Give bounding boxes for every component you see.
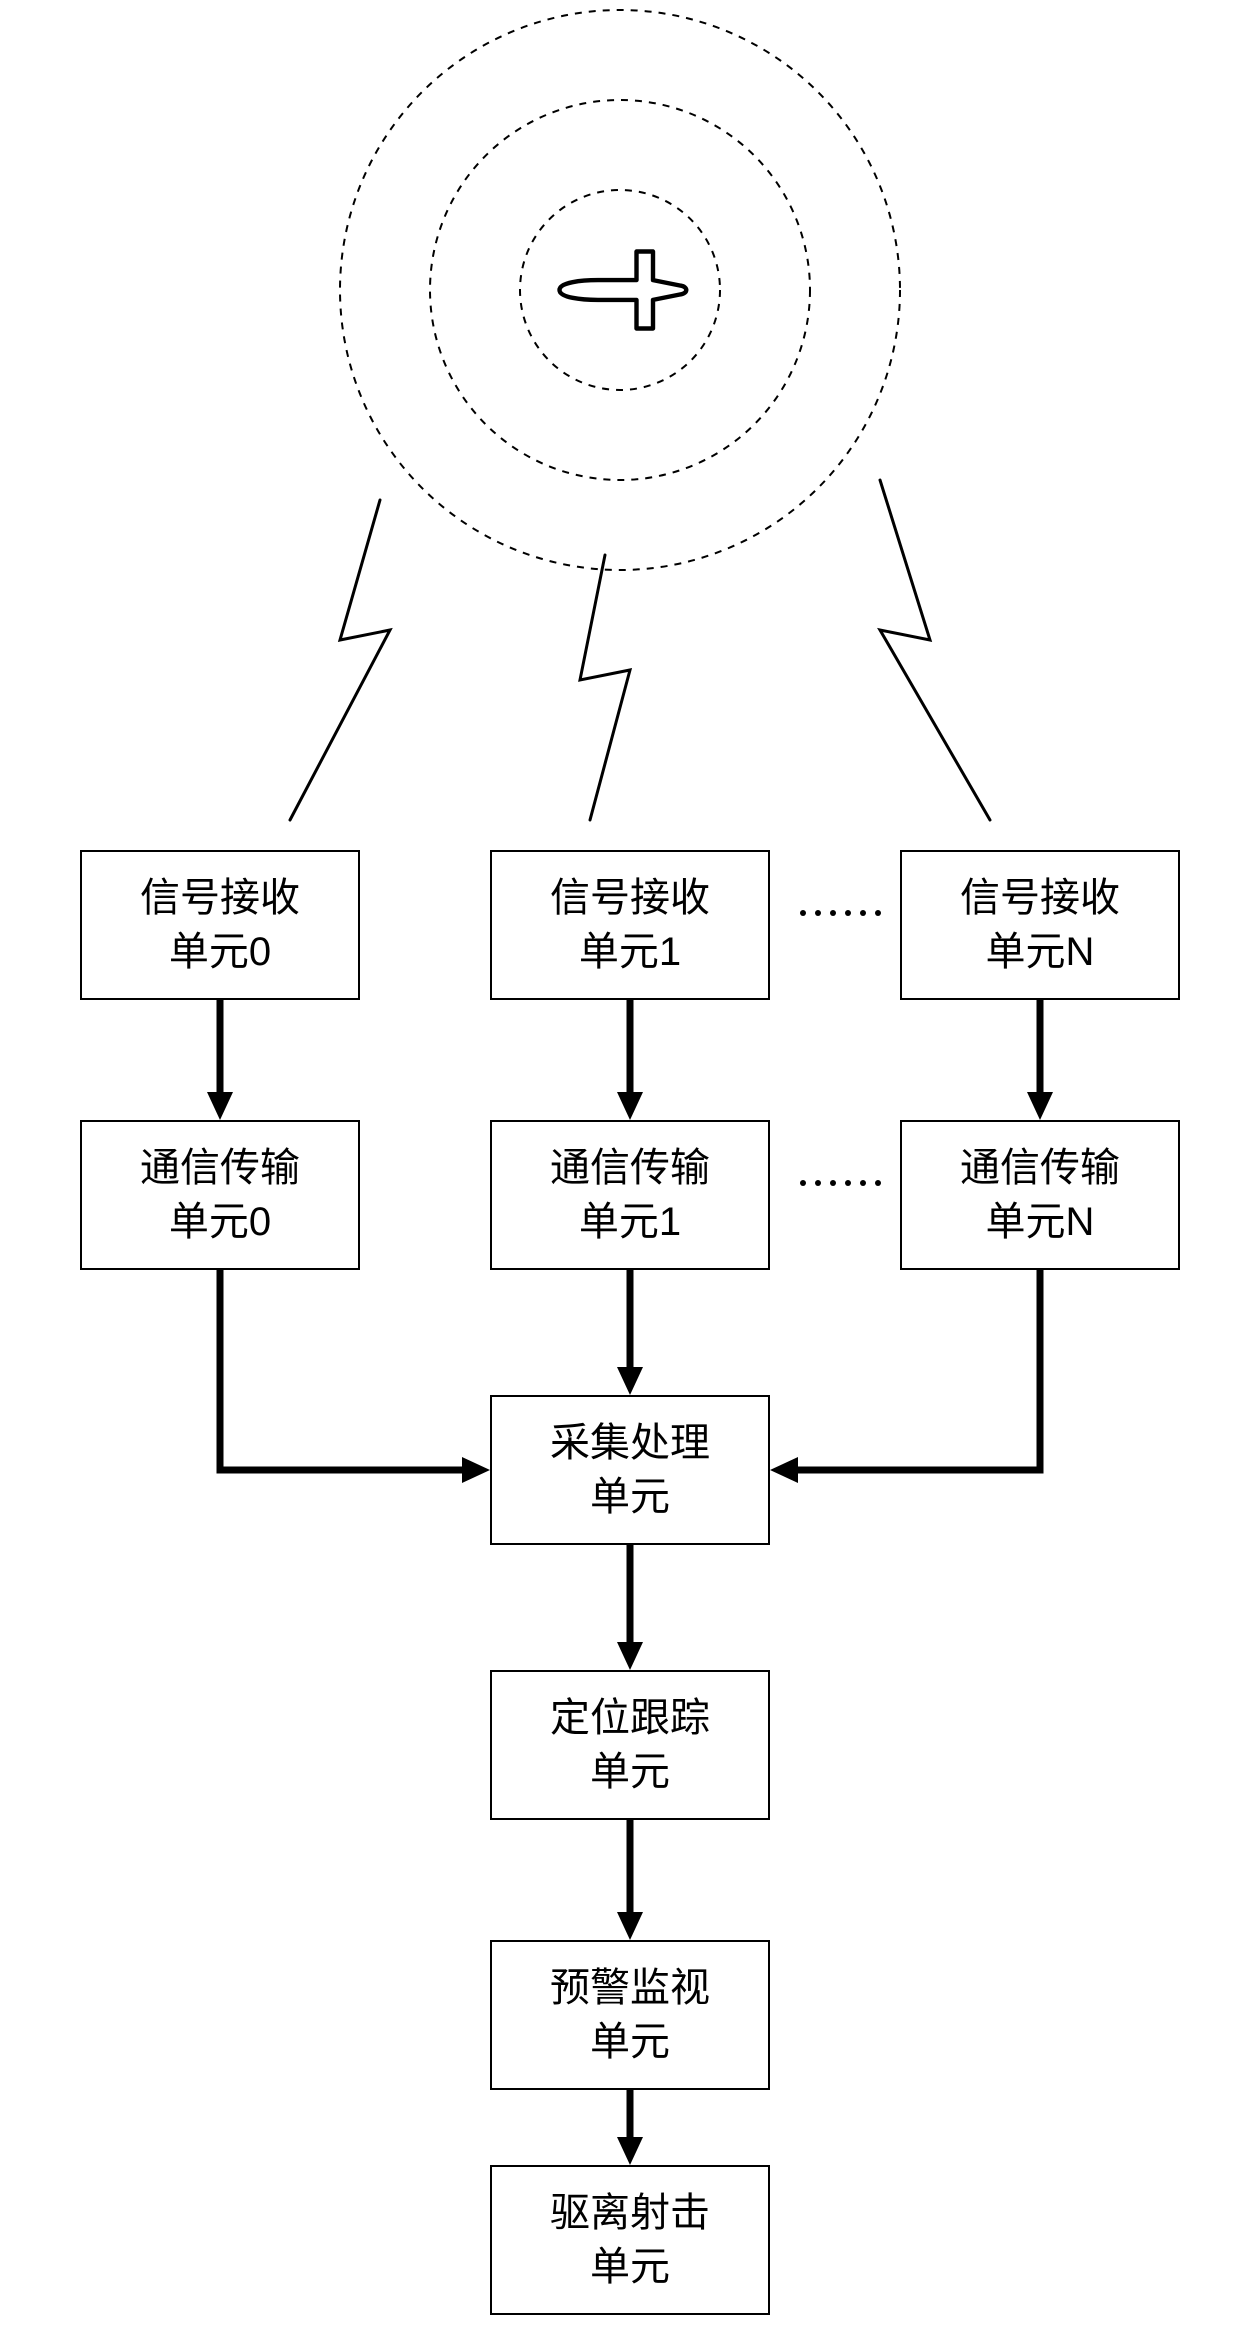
node-tx1: 通信传输单元1 <box>490 1120 770 1270</box>
node-label: 预警监视单元 <box>550 1961 710 2069</box>
diagram-canvas: 信号接收单元0 信号接收单元1 信号接收单元N 通信传输单元0 通信传输单元1 通信传输单… <box>0 0 1240 2348</box>
node-label: 定位跟踪单元 <box>550 1691 710 1799</box>
node-track: 定位跟踪单元 <box>490 1670 770 1820</box>
node-rxN: 信号接收单元N <box>900 850 1180 1000</box>
node-shoot: 驱离射击单元 <box>490 2165 770 2315</box>
ellipsis-0 <box>800 910 881 916</box>
node-label: 采集处理单元 <box>550 1416 710 1524</box>
node-acq: 采集处理单元 <box>490 1395 770 1545</box>
node-warn: 预警监视单元 <box>490 1940 770 2090</box>
ellipsis-1 <box>800 1180 881 1186</box>
node-rx1: 信号接收单元1 <box>490 850 770 1000</box>
node-label: 信号接收单元N <box>960 871 1120 979</box>
node-txN: 通信传输单元N <box>900 1120 1180 1270</box>
node-label: 通信传输单元0 <box>140 1141 300 1249</box>
node-label: 驱离射击单元 <box>550 2186 710 2294</box>
node-tx0: 通信传输单元0 <box>80 1120 360 1270</box>
airplane-icon <box>560 252 687 329</box>
node-rx0: 信号接收单元0 <box>80 850 360 1000</box>
node-label: 信号接收单元0 <box>140 871 300 979</box>
node-label: 通信传输单元N <box>960 1141 1120 1249</box>
node-label: 信号接收单元1 <box>550 871 710 979</box>
node-label: 通信传输单元1 <box>550 1141 710 1249</box>
